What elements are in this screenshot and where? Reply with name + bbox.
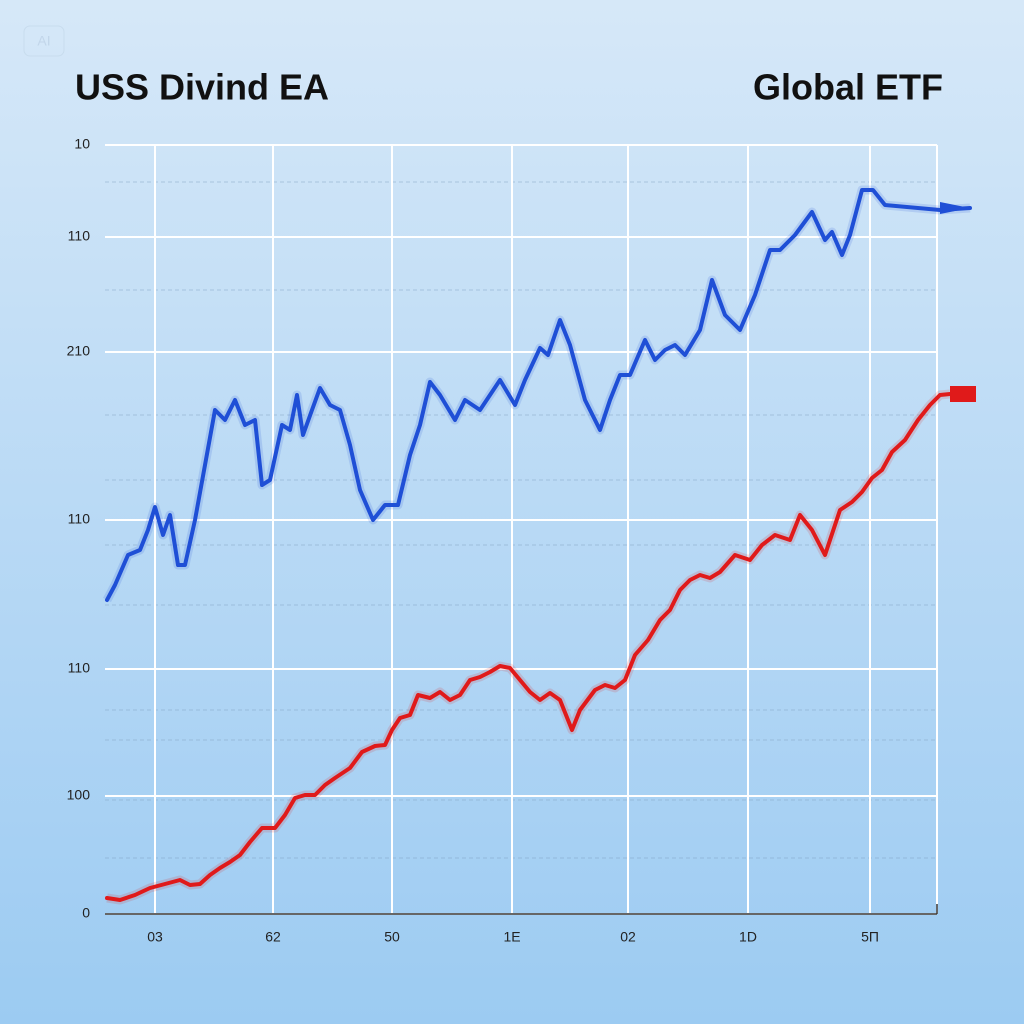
x-tick-label: 62 (265, 929, 281, 945)
y-tick-label: 110 (68, 511, 91, 527)
line (105, 392, 952, 902)
watermark: AI (37, 33, 50, 49)
y-tick-label: 110 (68, 228, 91, 244)
y-tick-label: 110 (68, 660, 91, 676)
legend-label: USS Divind EA (75, 67, 329, 108)
y-tick-label: 10 (74, 136, 90, 152)
x-tick-label: 1E (503, 929, 520, 945)
end-arrow (940, 202, 970, 214)
minor-grid (105, 181, 937, 859)
x-tick-label: 02 (620, 929, 636, 945)
y-tick-label: 210 (67, 343, 91, 359)
x-tick-label: 5П (861, 929, 879, 945)
x-tick-label: 50 (384, 929, 400, 945)
x-tick-label: 03 (147, 929, 163, 945)
y-tick-label: 100 (67, 787, 91, 803)
y-tick-label: 0 (82, 905, 90, 921)
watermark-box (23, 25, 65, 57)
legend-label: Global ETF (753, 67, 943, 108)
end-marker (950, 386, 976, 402)
line (105, 188, 972, 602)
x-tick-label: 1D (739, 929, 757, 945)
